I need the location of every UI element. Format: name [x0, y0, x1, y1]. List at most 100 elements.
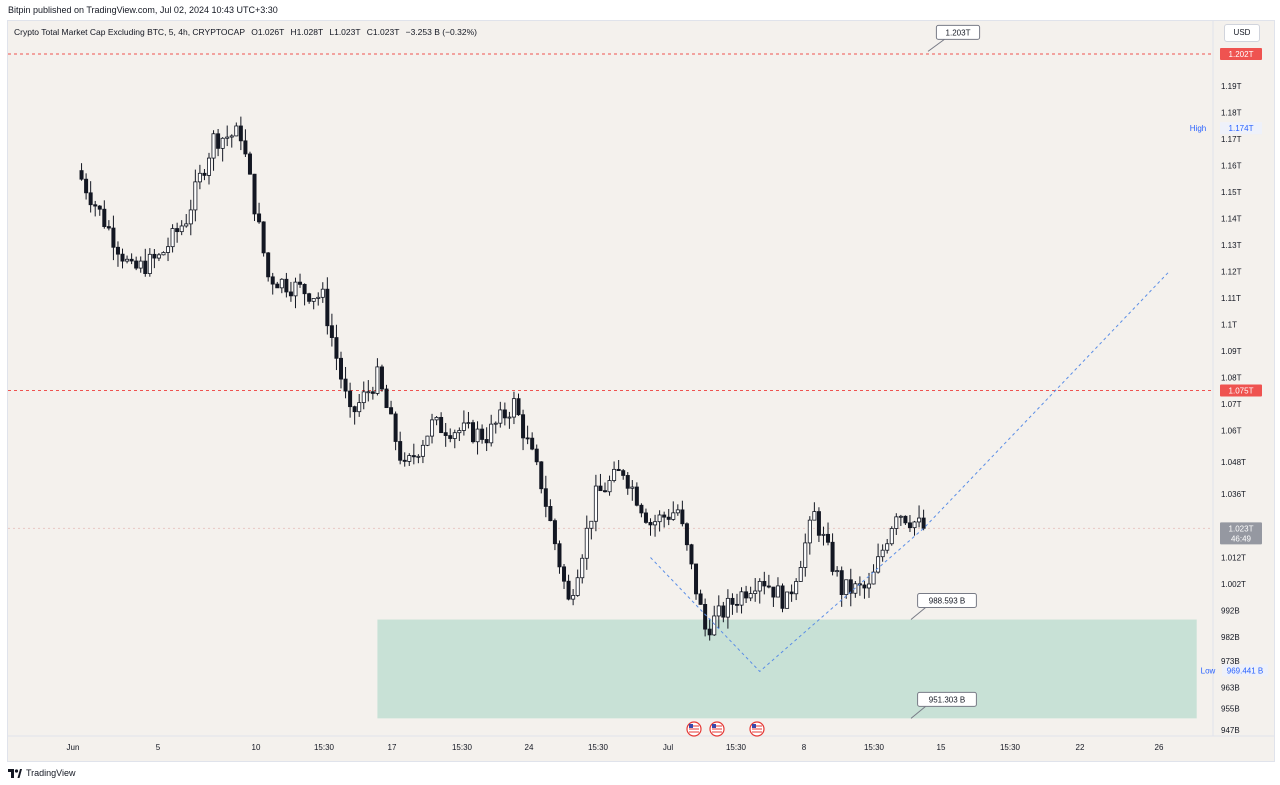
time-tick-label: 15:30	[588, 743, 609, 752]
candle-body	[835, 570, 840, 573]
callout-box[interactable]	[917, 593, 977, 609]
time-tick-label: 5	[156, 743, 161, 752]
candle-body	[84, 178, 89, 194]
low-price-tag-bg	[1222, 664, 1268, 677]
candle-body	[552, 520, 557, 545]
level-price-tag-bg	[1220, 384, 1262, 397]
candle-body	[734, 603, 739, 606]
candle-body	[794, 581, 799, 595]
ohlc-change: −3.253 B (−0.32%)	[405, 27, 477, 37]
candle-body	[662, 514, 667, 518]
level-price-tag: 1.075T	[1229, 387, 1254, 396]
candle-body	[844, 579, 849, 596]
low-marker-label: Low	[1201, 666, 1216, 675]
time-tick-label: 26	[1155, 743, 1164, 752]
candle-body	[543, 488, 548, 507]
publisher-bar: Bitpin published on TradingView.com, Jul…	[0, 0, 1280, 20]
candle-body	[343, 378, 348, 392]
tradingview-logo[interactable]: TradingView	[8, 768, 76, 778]
candle-body	[525, 437, 530, 440]
callout-pointer	[910, 607, 926, 620]
candle-body	[826, 533, 831, 543]
time-tick-label: Jun	[67, 743, 80, 752]
time-tick-label: Jul	[663, 743, 673, 752]
callout-box[interactable]	[917, 691, 977, 707]
candle-body	[229, 135, 234, 138]
candle-body	[707, 628, 712, 636]
price-chart[interactable]: 1.19T 1.18T 1.17T 1.16T 1.15T 1.14T 1.13T 1.12T…	[8, 21, 1274, 761]
candle-body	[338, 357, 343, 380]
projection-path[interactable]	[650, 270, 1170, 673]
candle-body	[443, 432, 448, 436]
candle-body	[370, 391, 375, 394]
candle-body	[748, 593, 753, 599]
support-zone[interactable]	[377, 619, 1197, 719]
candle-body	[393, 413, 398, 442]
candle-body	[279, 278, 284, 289]
callout-pointer	[910, 705, 926, 719]
candle-body	[320, 288, 325, 298]
callout-label: 1.203T	[946, 28, 971, 37]
candle-body	[466, 422, 471, 425]
candle-body	[789, 591, 794, 595]
footer: TradingView	[0, 762, 1280, 785]
ohlc-low: L1.023T	[329, 27, 361, 37]
ohlc-high: H1.028T	[290, 27, 323, 37]
chart-panel[interactable]: 1.19T 1.18T 1.17T 1.16T 1.15T 1.14T 1.13T 1.12T…	[7, 20, 1275, 762]
candle-body	[757, 580, 762, 592]
candle-body	[480, 428, 485, 440]
candle-body	[771, 586, 776, 598]
price-tick-label: 982B	[1221, 633, 1240, 642]
time-tick-label: 22	[1076, 743, 1085, 752]
candle-body	[129, 258, 134, 262]
us-flag-icon[interactable]	[709, 721, 725, 737]
candle-body	[193, 181, 198, 211]
candle-body	[753, 590, 758, 594]
candle-body	[607, 480, 612, 493]
callout-label: 988.593 B	[929, 597, 965, 606]
candle-body	[307, 293, 312, 302]
candle-body	[548, 506, 553, 522]
candle-body	[357, 402, 362, 413]
candle-body	[880, 549, 885, 558]
candle-body	[484, 439, 489, 444]
candle-body	[247, 153, 252, 175]
current-price-tag-countdown: 46:49	[1231, 534, 1252, 543]
price-tick-label: 1.12T	[1221, 267, 1242, 276]
us-flag-icon[interactable]	[686, 721, 702, 737]
price-tick-label: 1.15T	[1221, 188, 1242, 197]
candle-body	[807, 519, 812, 544]
callout-box[interactable]	[935, 24, 981, 40]
candle-body	[475, 428, 480, 443]
currency-button[interactable]: USD	[1224, 24, 1260, 42]
candle-body	[461, 422, 466, 431]
callout-pointer	[927, 38, 945, 52]
time-tick-label: 15	[937, 743, 946, 752]
candle-body	[284, 278, 289, 293]
candle-body	[803, 542, 808, 568]
candle-body	[602, 490, 607, 493]
low-price-tag: 969.441 B	[1227, 666, 1263, 675]
candle-body	[352, 406, 357, 413]
candle-body	[325, 288, 330, 327]
price-tick-label: 1.18T	[1221, 108, 1242, 117]
candle-body	[598, 485, 603, 492]
candle-body	[97, 205, 102, 210]
time-tick-label: 15:30	[864, 743, 885, 752]
candle-body	[79, 170, 84, 180]
candle-body	[238, 125, 243, 142]
candle-body	[384, 388, 389, 409]
price-tick-label: 1.14T	[1221, 214, 1242, 223]
publisher-text: Bitpin published on TradingView.com, Jul…	[8, 5, 278, 15]
candle-body	[225, 136, 230, 139]
us-flag-icon[interactable]	[749, 721, 765, 737]
price-tick-label: 1.16T	[1221, 161, 1242, 170]
candle-body	[621, 470, 626, 476]
candle-body	[416, 455, 421, 458]
candle-body	[912, 521, 917, 529]
candle-body	[903, 515, 908, 524]
time-tick-label: 15:30	[452, 743, 473, 752]
candle-body	[398, 441, 403, 461]
candle-body	[580, 557, 585, 579]
candle-body	[694, 563, 699, 595]
